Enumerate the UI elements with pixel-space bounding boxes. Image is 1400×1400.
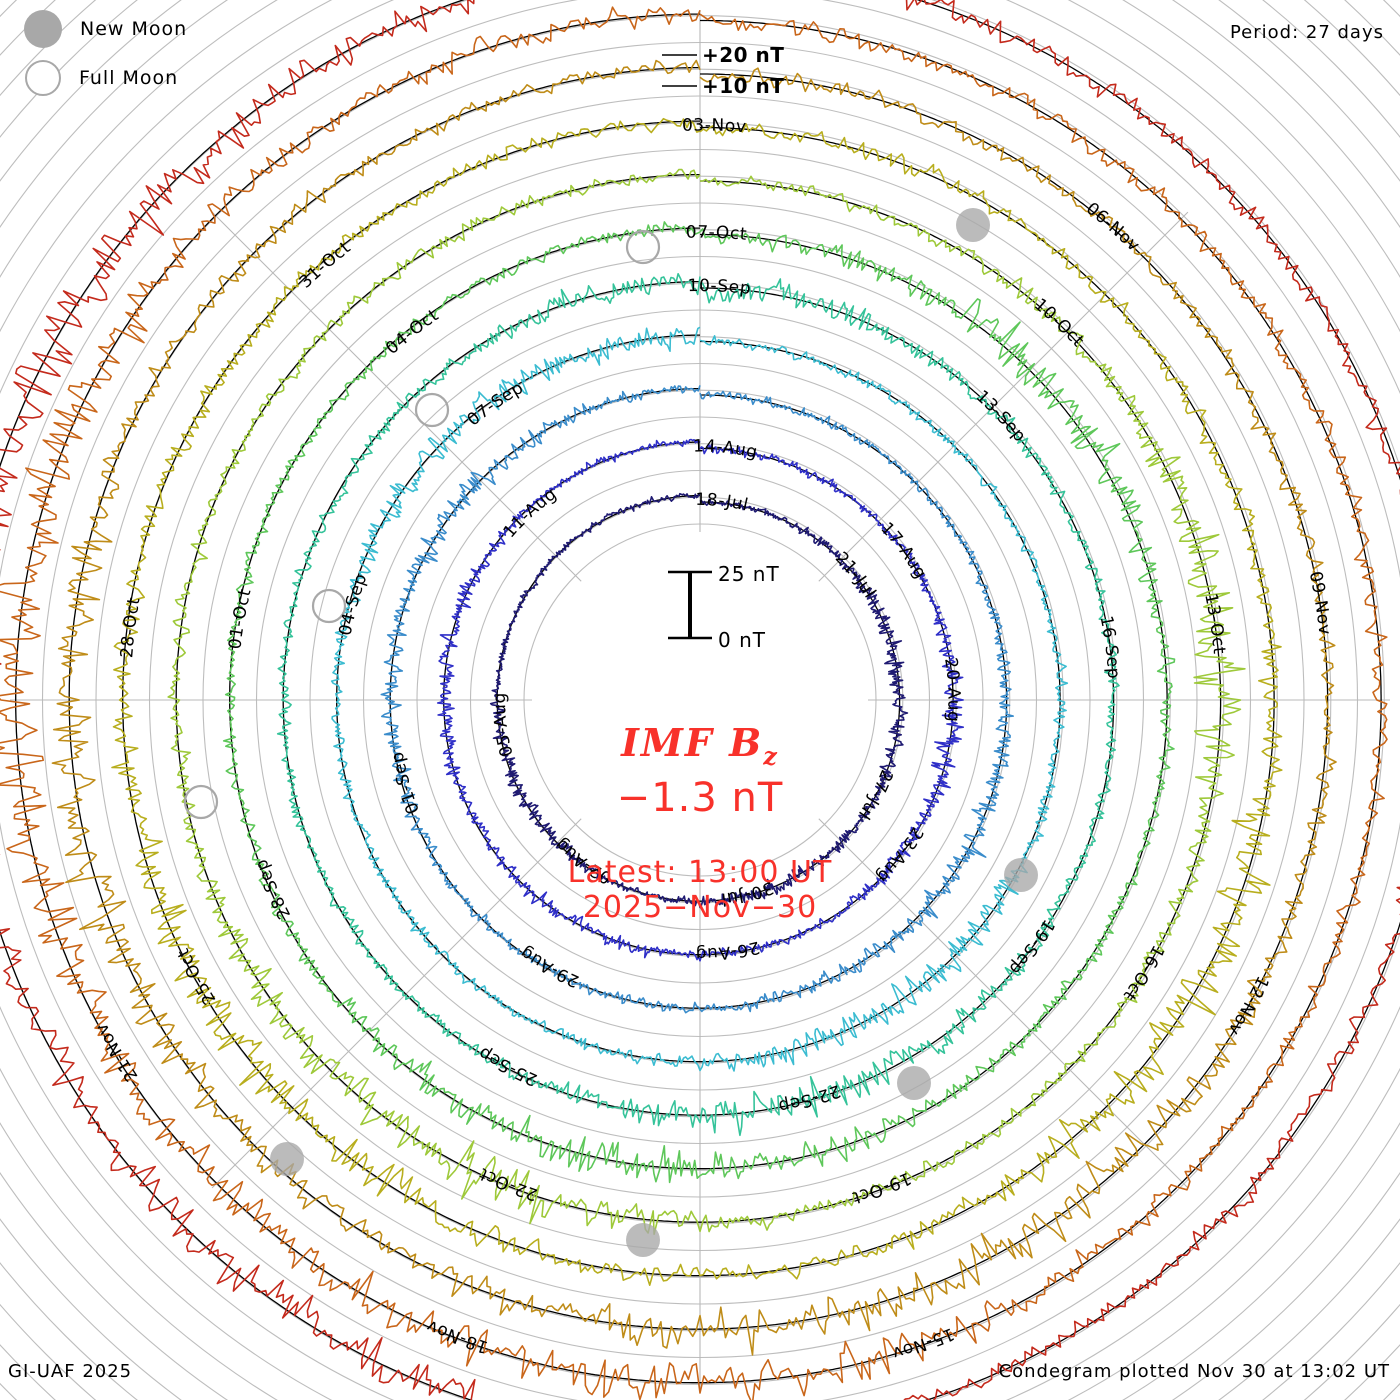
date-label: 11-Aug — [500, 484, 561, 542]
date-label: 10-Oct — [1030, 295, 1088, 352]
period-text: Period: 27 days — [1229, 22, 1384, 43]
imf-quantity-title: IMF Bz — [0, 720, 1400, 771]
radial-label-20nt: +20 nT — [702, 43, 785, 67]
scale-bar-bottom-label: 0 nT — [718, 628, 766, 652]
latest-date: 2025−Nov−30 — [582, 890, 818, 926]
date-label: 13-Sep — [972, 386, 1030, 446]
scale-bar — [668, 570, 712, 640]
date-label: 22-Sep — [777, 1080, 843, 1116]
date-label: 04-Oct — [382, 305, 442, 358]
legend-new-moon: New Moon — [24, 10, 187, 48]
radial-label-10nt: +10 nT — [702, 74, 785, 98]
imf-quantity-subscript: z — [763, 741, 779, 771]
date-label: 17-Aug — [877, 519, 931, 583]
date-label: 14-Aug — [693, 436, 759, 462]
date-label: 21-Nov — [92, 1019, 142, 1084]
new-moon-icon — [24, 10, 62, 48]
date-label: 19-Oct — [850, 1168, 914, 1208]
latest-annotation: Latest: 13:00 UT 2025−Nov−30 — [0, 855, 1400, 926]
date-label: 07-Oct — [686, 222, 748, 244]
date-label: 09-Nov — [1305, 570, 1335, 637]
legend-full-moon-label: Full Moon — [79, 67, 179, 89]
date-label: 25-Sep — [475, 1042, 541, 1089]
moon-markers — [183, 208, 1038, 1257]
polar-spokes — [10, 10, 1390, 1390]
date-label: 10-Sep — [687, 276, 752, 299]
imf-value: −1.3 nT — [616, 774, 784, 821]
date-label: 20-Aug — [940, 656, 963, 723]
date-label: 18-Jul — [695, 490, 750, 516]
date-label: 22-Oct — [476, 1163, 540, 1204]
date-label: 29-Aug — [516, 942, 582, 991]
credit-text: GI-UAF 2025 — [8, 1361, 133, 1382]
date-label: 21-Jul — [831, 548, 880, 602]
full-moon-icon — [25, 60, 61, 96]
date-label: 12-Nov — [1224, 973, 1273, 1039]
plot-timestamp: Condegram plotted Nov 30 at 13:02 UT — [998, 1361, 1390, 1382]
date-label: 18-Nov — [424, 1315, 491, 1357]
date-label: 06-Nov — [1082, 199, 1144, 256]
legend-full-moon: Full Moon — [25, 60, 178, 96]
date-label: 28-Oct — [117, 596, 144, 659]
latest-time: Latest: 13:00 UT — [567, 855, 833, 890]
date-label: 16-Sep — [1096, 614, 1124, 679]
center-annotation: IMF Bz −1.3 nT — [0, 720, 1400, 821]
date-label: 01-Oct — [225, 587, 255, 651]
date-label: 16-Oct — [1119, 942, 1168, 1005]
scale-bar-top-label: 25 nT — [718, 562, 780, 586]
date-label: 04-Sep — [336, 571, 372, 637]
imf-quantity-text: IMF B — [621, 720, 764, 765]
date-label: 31-Oct — [296, 238, 355, 293]
legend-new-moon-label: New Moon — [80, 18, 188, 40]
date-label: 26-Aug — [695, 937, 762, 964]
date-label: 03-Nov — [682, 115, 747, 137]
